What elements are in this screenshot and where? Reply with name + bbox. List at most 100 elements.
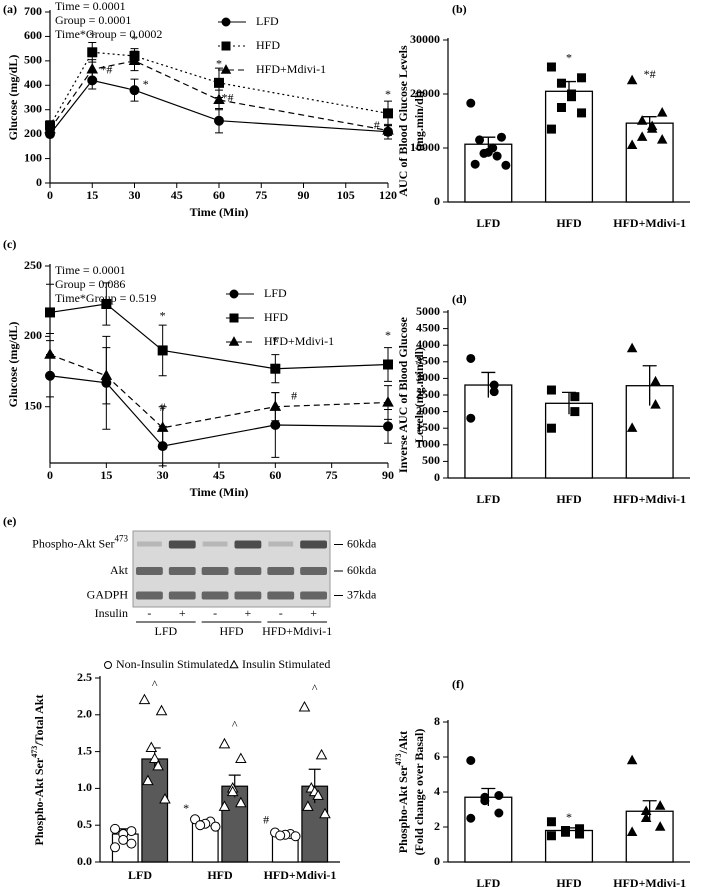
marker bbox=[128, 54, 141, 65]
marker bbox=[157, 345, 168, 356]
x-tick-label: 105 bbox=[337, 188, 355, 202]
marker bbox=[235, 796, 247, 808]
y-tick-label: 0 bbox=[36, 175, 42, 189]
y-axis-title: Inverse AUC of Blood Glucose bbox=[396, 316, 410, 473]
marker bbox=[383, 421, 393, 432]
stats-text: Time*Group = 0.0002 bbox=[55, 27, 162, 41]
annotation: ^ bbox=[312, 681, 318, 695]
marker bbox=[290, 831, 301, 842]
insulin-sign: - bbox=[279, 606, 283, 620]
x-tick-label: HFD+Mdivi-1 bbox=[264, 868, 337, 882]
series-line bbox=[49, 354, 389, 429]
series-line bbox=[49, 51, 389, 126]
blot-row-label-part: Phospho-Akt Ser bbox=[32, 536, 114, 550]
x-tick-label: HFD+Mdivi-1 bbox=[613, 216, 686, 230]
stats-text: Group = 0.0001 bbox=[55, 13, 131, 27]
marker bbox=[475, 135, 485, 145]
y-axis-title: (mg.min/dl) bbox=[412, 91, 426, 151]
annotation: ^ bbox=[232, 718, 238, 732]
y-tick-label: 0 bbox=[434, 854, 440, 868]
annotation: * bbox=[143, 77, 149, 91]
blot-band bbox=[234, 567, 262, 575]
y-axis-title: Phospho-Akt Ser473/Total Akt bbox=[30, 695, 45, 846]
legend-label: HFD bbox=[264, 310, 288, 324]
blot-band bbox=[267, 591, 295, 600]
y-tick-label: 2.0 bbox=[77, 707, 92, 721]
y-axis-title-part: /Total Akt bbox=[32, 695, 46, 747]
x-tick-label: LFD bbox=[476, 216, 500, 230]
marker bbox=[556, 78, 566, 88]
marker bbox=[218, 737, 231, 749]
blot-band bbox=[136, 591, 163, 600]
marker bbox=[269, 400, 282, 411]
y-tick-label: 0 bbox=[434, 470, 440, 484]
marker bbox=[480, 796, 490, 806]
annotation: * bbox=[272, 334, 278, 348]
marker bbox=[110, 823, 121, 834]
marker bbox=[221, 41, 231, 51]
blot-band bbox=[137, 541, 162, 547]
panel-label: (d) bbox=[452, 292, 467, 306]
y-tick-label: 0.0 bbox=[77, 854, 92, 868]
y-tick-label: 2000 bbox=[416, 403, 440, 417]
marker bbox=[45, 307, 55, 318]
panel-label: (b) bbox=[452, 2, 467, 16]
marker bbox=[229, 289, 239, 299]
x-tick-label: 90 bbox=[298, 188, 310, 202]
marker bbox=[626, 422, 638, 432]
panel-label: (a) bbox=[3, 2, 17, 16]
y-tick-label: 700 bbox=[24, 4, 42, 18]
x-tick-label: 0 bbox=[47, 188, 53, 202]
x-tick-label: LFD bbox=[476, 876, 500, 887]
marker bbox=[44, 122, 56, 134]
blot-row-label-part: 473 bbox=[115, 534, 129, 544]
marker bbox=[466, 98, 476, 108]
marker bbox=[87, 47, 98, 58]
blot-band bbox=[168, 567, 196, 575]
marker bbox=[118, 834, 129, 845]
marker bbox=[546, 385, 556, 395]
size-label: 60kda bbox=[347, 563, 377, 577]
marker bbox=[570, 407, 580, 417]
marker bbox=[626, 754, 638, 765]
marker bbox=[546, 831, 556, 841]
x-tick-label: HFD bbox=[207, 868, 233, 882]
marker bbox=[298, 701, 311, 712]
stats-text: Time = 0.0001 bbox=[55, 263, 126, 277]
x-tick-label: 45 bbox=[171, 188, 183, 202]
blot-background bbox=[132, 530, 331, 608]
marker bbox=[229, 659, 239, 669]
y-tick-label: 4000 bbox=[416, 337, 440, 351]
stats-text: Time*Group = 0.519 bbox=[55, 291, 156, 305]
blot-row-label-part: GADPH bbox=[87, 587, 129, 601]
marker bbox=[142, 774, 154, 786]
marker bbox=[546, 423, 556, 433]
marker bbox=[220, 64, 232, 74]
bar bbox=[544, 90, 594, 203]
marker bbox=[145, 741, 158, 753]
marker bbox=[148, 752, 161, 764]
legend-label: LFD bbox=[256, 14, 279, 28]
blot-band bbox=[300, 567, 327, 575]
bar bbox=[544, 402, 594, 479]
marker bbox=[126, 838, 137, 849]
annotation: * bbox=[132, 32, 138, 46]
legend-label: HFD+Mdivi-1 bbox=[264, 334, 334, 348]
bar bbox=[464, 384, 513, 479]
marker bbox=[494, 808, 504, 818]
y-tick-label: 3000 bbox=[416, 370, 440, 384]
marker bbox=[214, 115, 224, 126]
y-tick-label: 1.5 bbox=[77, 743, 92, 757]
x-tick-label: HFD+Mdivi-1 bbox=[613, 492, 686, 506]
size-label: 60kda bbox=[347, 536, 377, 550]
y-axis-title: Glucose (mg/dL) bbox=[6, 55, 20, 141]
marker bbox=[492, 151, 502, 161]
x-tick-label: 15 bbox=[86, 188, 98, 202]
legend-label: Insulin Stimulated bbox=[242, 657, 330, 671]
y-tick-label: 1500 bbox=[416, 420, 440, 434]
marker bbox=[312, 789, 324, 800]
x-tick-label: 120 bbox=[379, 188, 397, 202]
x-tick-label: 0 bbox=[47, 468, 53, 482]
blot-band bbox=[300, 591, 327, 600]
